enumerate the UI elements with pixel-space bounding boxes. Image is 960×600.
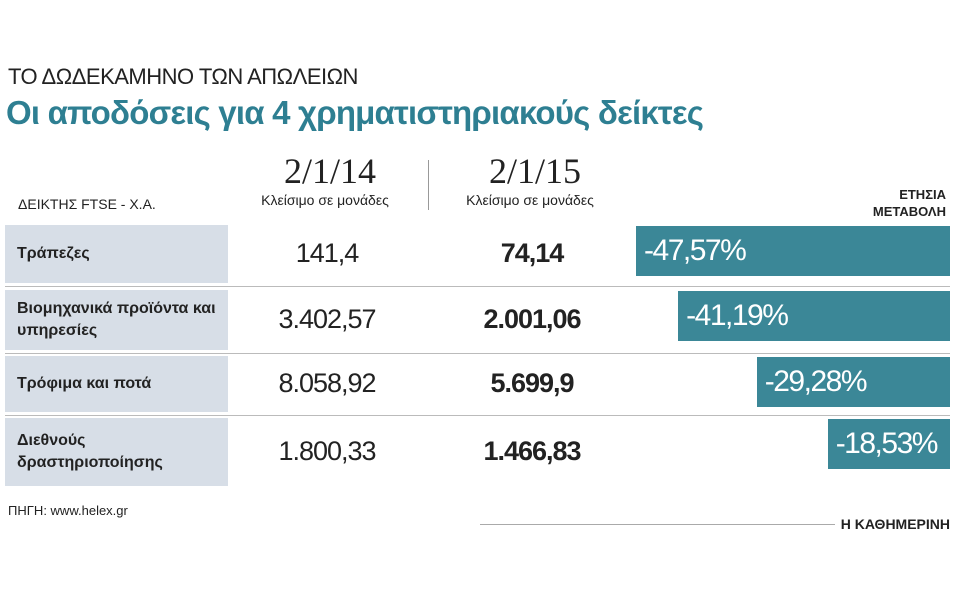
change-label: -41,19%: [686, 299, 789, 332]
row-label: Τρόφιμα και ποτά: [5, 356, 228, 412]
brand: Η ΚΑΘΗΜΕΡΙΝΗ: [840, 516, 950, 532]
change-label: -18,53%: [835, 427, 939, 460]
rule: [480, 524, 835, 525]
close-2014: 3.402,57: [278, 304, 376, 334]
row-label: Τράπεζες: [5, 225, 228, 283]
title: Οι αποδόσεις για 4 χρηματιστηριακούς δεί…: [6, 94, 704, 131]
row-label: Διεθνούς δραστηριοποίησης: [5, 418, 228, 486]
kicker: ΤΟ ΔΩΔΕΚΑΜΗΝΟ ΤΩΝ ΑΠΩΛΕΙΩΝ: [8, 64, 358, 89]
divider: [428, 160, 429, 210]
close-2015: 1.466,83: [483, 436, 581, 466]
close-2014: 141,4: [295, 238, 360, 268]
close-2015: 5.699,9: [490, 368, 574, 398]
column-subtitle: Κλείσιμο σε μονάδες: [466, 192, 594, 208]
change-label: -29,28%: [764, 365, 868, 398]
column-date: 2/1/15: [488, 151, 581, 191]
row-separator: [5, 415, 950, 416]
change-header: ΕΤΗΣΙΑ ΜΕΤΑΒΟΛΗ: [872, 187, 946, 219]
close-2015: 74,14: [500, 238, 565, 268]
row-separator: [5, 353, 950, 354]
change-bar: -18,53%: [827, 419, 950, 469]
close-2015: 2.001,06: [483, 304, 581, 334]
change-bar: -29,28%: [756, 357, 950, 407]
change-label: -47,57%: [644, 234, 747, 267]
column-subtitle: Κλείσιμο σε μονάδες: [261, 192, 389, 208]
close-2014: 8.058,92: [278, 368, 376, 398]
source: ΠΗΓΗ: www.helex.gr: [8, 503, 128, 518]
close-2014: 1.800,33: [278, 436, 376, 466]
row-label: Βιομηχανικά προϊόντα και υπηρεσίες: [5, 290, 228, 350]
change-bar: -41,19%: [678, 291, 950, 341]
row-separator: [5, 286, 950, 287]
column-date: 2/1/14: [283, 151, 376, 191]
row-header: ΔΕΙΚΤΗΣ FTSE - Χ.Α.: [18, 196, 156, 212]
change-bar: -47,57%: [636, 226, 950, 276]
